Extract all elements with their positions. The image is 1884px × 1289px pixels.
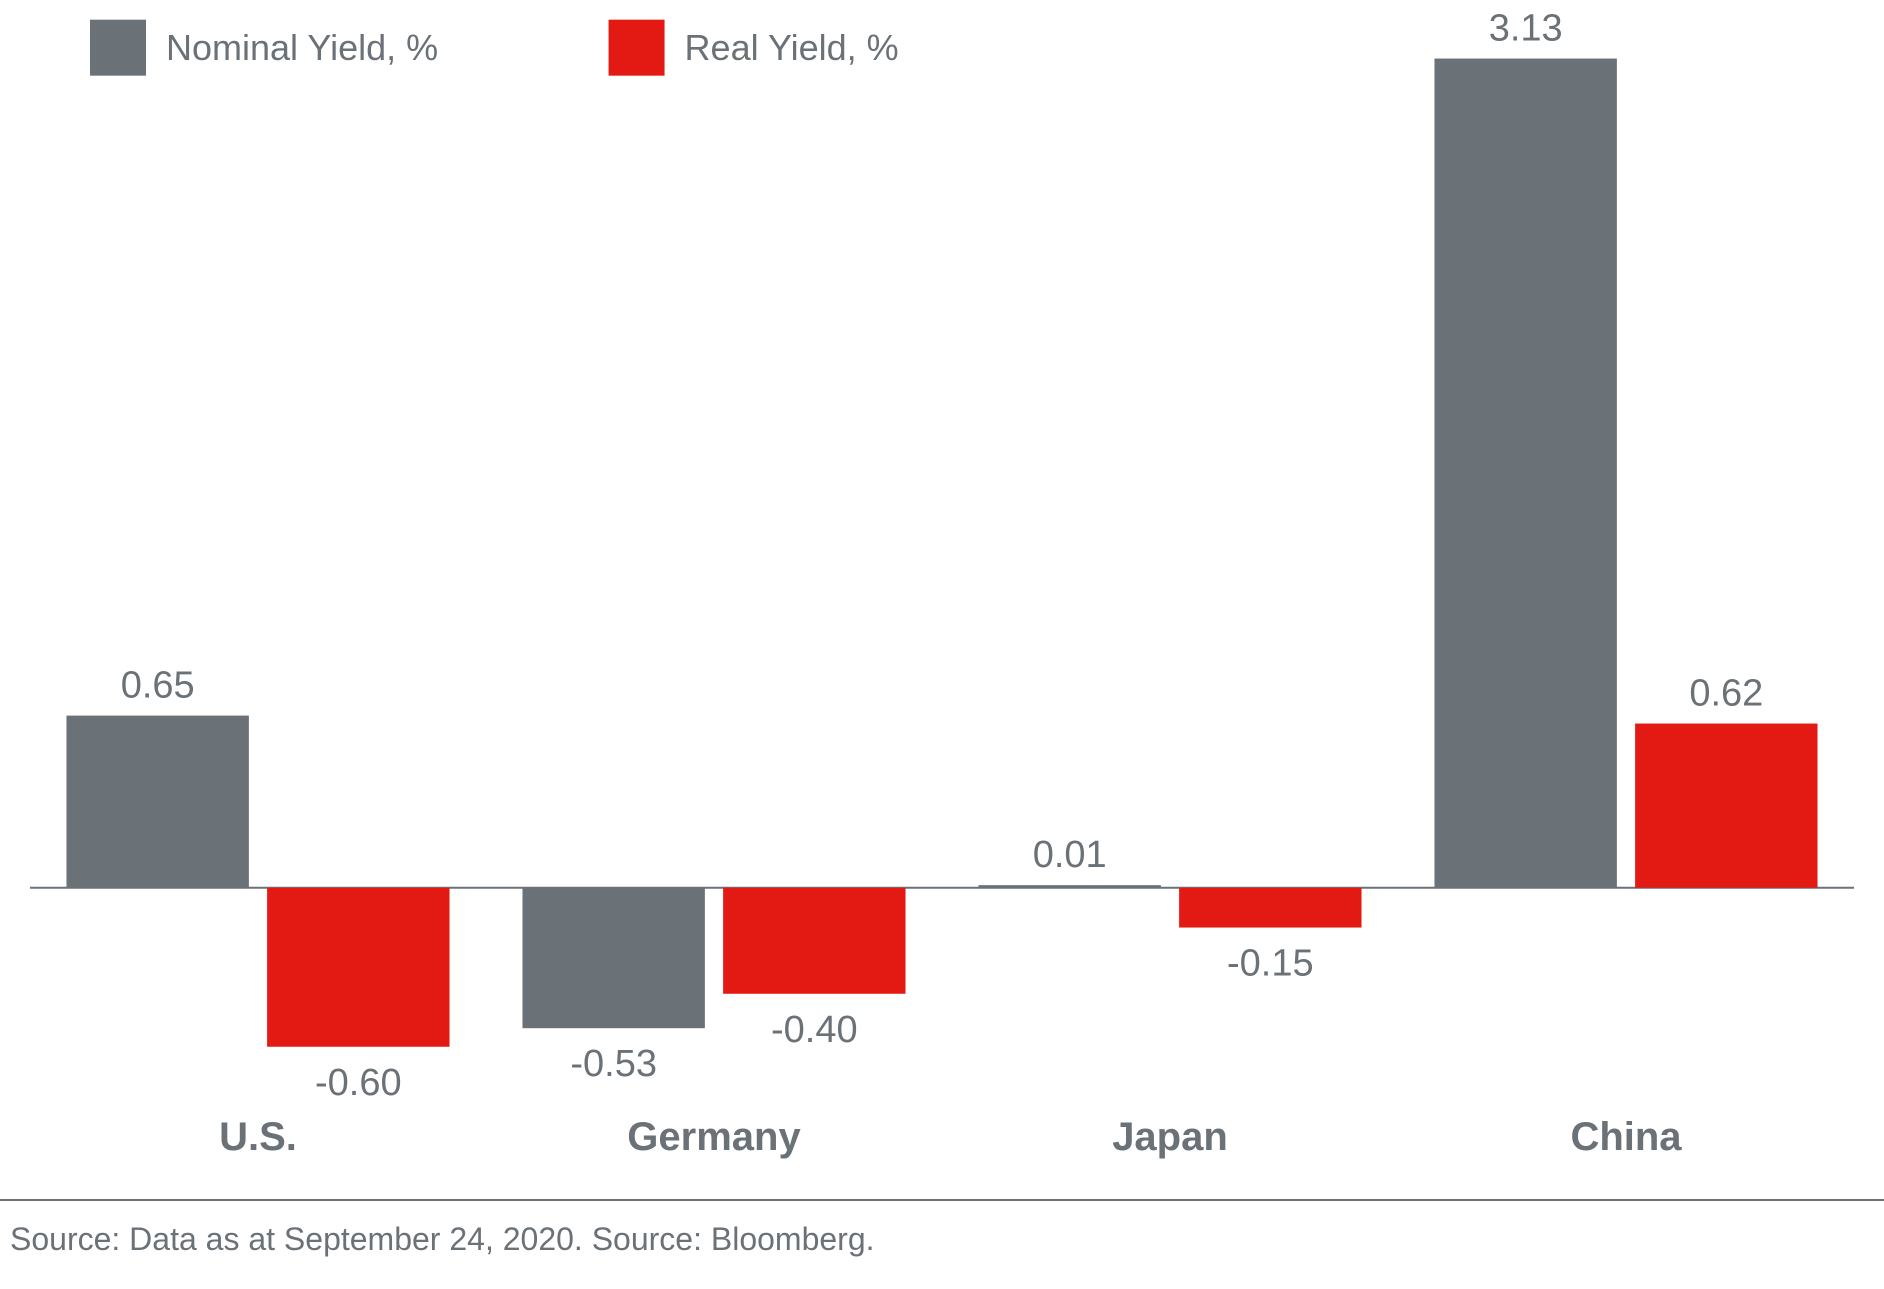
source-text: Source: Data as at September 24, 2020. S… [10, 1221, 875, 1257]
chart-svg: Nominal Yield, % Real Yield, % 0.65 -0.60 U.… [0, 0, 1884, 1289]
bar-us-real [267, 888, 449, 1047]
value-label-real-1: -0.40 [771, 1009, 858, 1051]
legend-label-real: Real Yield, % [685, 27, 899, 68]
legend-label-nominal: Nominal Yield, % [166, 27, 438, 68]
bar-germany-real [723, 888, 905, 994]
bar-us-nominal [66, 716, 248, 888]
value-label-nominal-0: 0.65 [121, 665, 195, 707]
yield-bar-chart: Nominal Yield, % Real Yield, % 0.65 -0.60 U.… [0, 0, 1884, 1289]
category-label-1: Germany [627, 1115, 801, 1159]
bar-china-real [1635, 724, 1817, 888]
value-label-real-3: 0.62 [1689, 673, 1763, 715]
value-label-real-2: -0.15 [1227, 943, 1314, 985]
bar-japan-nominal [978, 885, 1160, 888]
category-label-0: U.S. [219, 1115, 297, 1159]
value-label-nominal-3: 3.13 [1489, 8, 1563, 50]
value-label-nominal-2: 0.01 [1033, 834, 1107, 876]
value-label-real-0: -0.60 [315, 1062, 402, 1104]
bar-japan-real [1179, 888, 1361, 928]
value-label-nominal-1: -0.53 [570, 1043, 657, 1085]
category-label-2: Japan [1112, 1115, 1228, 1159]
category-label-3: China [1570, 1115, 1682, 1159]
legend-swatch-nominal [90, 20, 146, 76]
bar-germany-nominal [522, 888, 704, 1028]
bar-china-nominal [1434, 59, 1616, 888]
legend-swatch-real [609, 20, 665, 76]
